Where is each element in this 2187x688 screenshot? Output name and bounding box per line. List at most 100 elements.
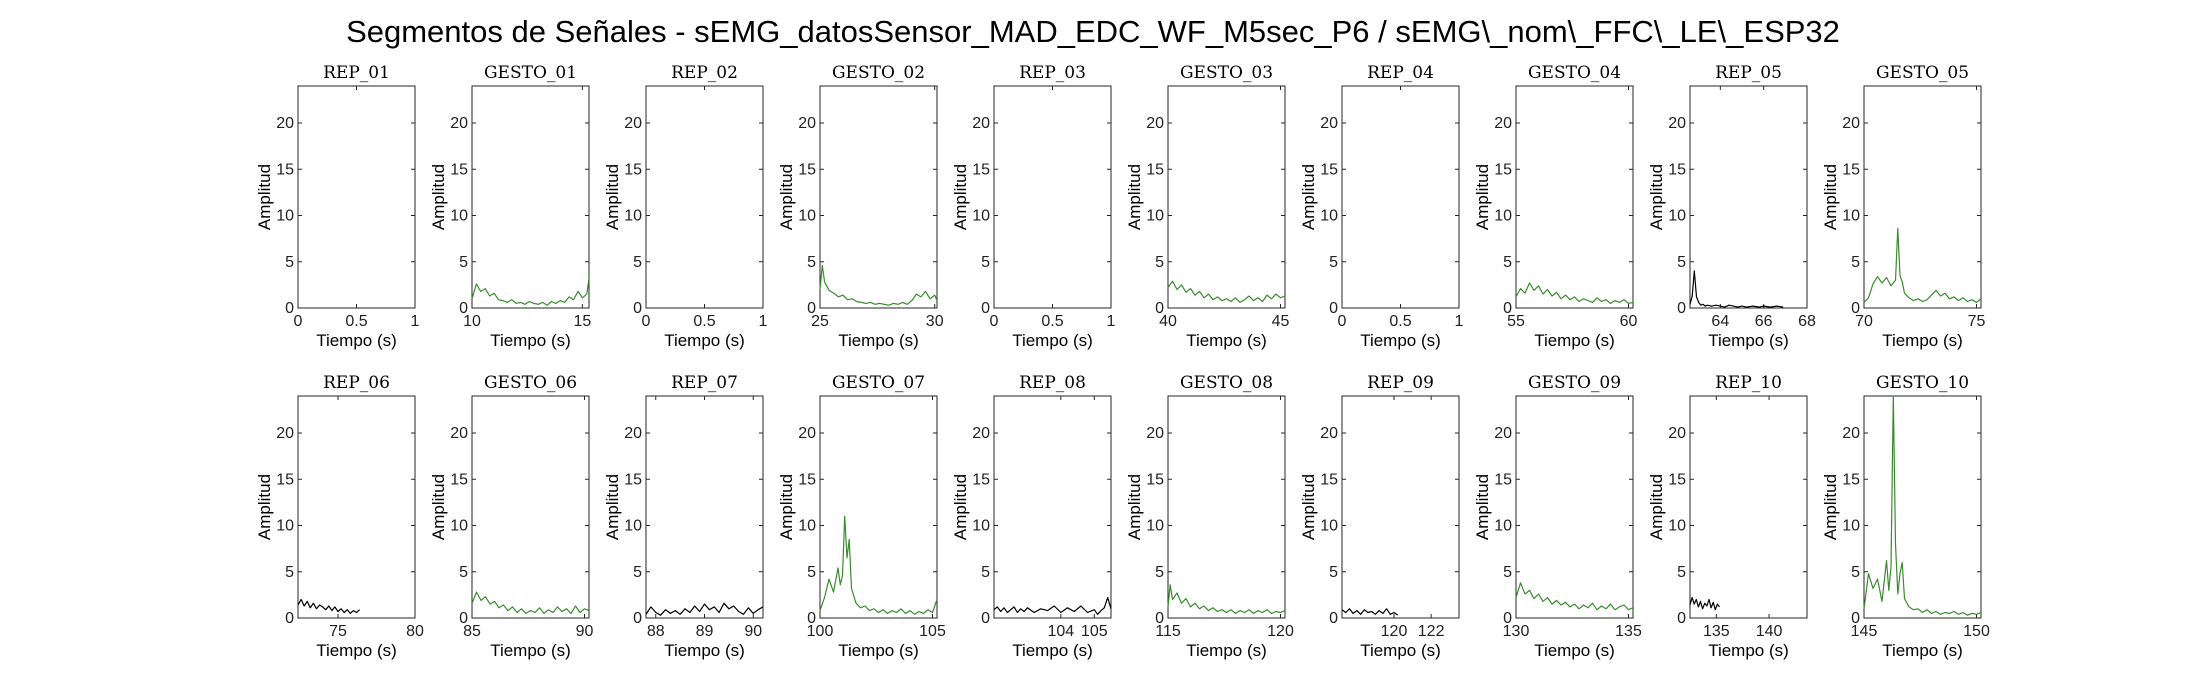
subplot-rep-04: REP_04 0 5 10 15 20 0 0.5 1 Tiempo (s) Amplitud — [1299, 63, 1464, 350]
x-axis-label: Tiempo (s) — [1012, 331, 1093, 350]
y-tick-label: 20 — [450, 115, 468, 132]
y-tick-label: 0 — [807, 610, 816, 627]
subplot-title: GESTO_06 — [484, 373, 577, 393]
subplot-rep-06: REP_06 0 5 10 15 20 75 80 Tiempo (s) Amplitud — [255, 373, 424, 660]
axes-frame — [1689, 85, 1808, 309]
y-tick-label: 0 — [1503, 610, 1512, 627]
axes-frame — [993, 85, 1112, 309]
y-tick-label: 20 — [798, 425, 816, 442]
y-tick-label: 5 — [1329, 254, 1338, 271]
y-tick-label: 20 — [1842, 115, 1860, 132]
x-tick-label: 1 — [759, 313, 768, 330]
y-tick-label: 5 — [981, 564, 990, 581]
subplot-title: GESTO_10 — [1876, 373, 1969, 393]
y-tick-label: 0 — [1851, 300, 1860, 317]
y-axis-label: Amplitud — [1473, 474, 1492, 540]
x-tick-label: 45 — [1272, 313, 1290, 330]
y-tick-label: 20 — [1146, 425, 1164, 442]
y-tick-label: 20 — [1668, 115, 1686, 132]
y-tick-label: 5 — [285, 254, 294, 271]
x-tick-label: 90 — [744, 623, 762, 640]
subplot-gesto-05: GESTO_05 0 5 10 15 20 70 75 Tiempo (s) Amplitud — [1821, 63, 1986, 350]
figure-title: Segmentos de Señales - sEMG_datosSensor_… — [346, 14, 1840, 49]
y-tick-label: 10 — [450, 208, 468, 225]
x-tick-label: 80 — [406, 623, 424, 640]
y-tick-label: 20 — [1320, 425, 1338, 442]
y-tick-label: 20 — [972, 115, 990, 132]
axes-frame — [1341, 395, 1460, 619]
y-tick-label: 10 — [798, 518, 816, 535]
y-tick-label: 10 — [1146, 518, 1164, 535]
y-tick-label: 0 — [633, 610, 642, 627]
y-tick-label: 10 — [1494, 208, 1512, 225]
x-tick-label: 90 — [576, 623, 594, 640]
x-tick-label: 64 — [1711, 313, 1729, 330]
axes-frame — [1167, 395, 1286, 619]
x-tick-label: 130 — [1503, 623, 1530, 640]
x-tick-label: 0.5 — [1041, 313, 1063, 330]
subplot-title: REP_01 — [323, 63, 390, 83]
signal-line-gesto — [1515, 582, 1634, 611]
x-tick-label: 1 — [1107, 313, 1116, 330]
subplot-gesto-03: GESTO_03 0 5 10 15 20 40 45 Tiempo (s) Amplitud — [1125, 63, 1290, 350]
y-tick-label: 0 — [285, 300, 294, 317]
x-tick-label: 135 — [1703, 623, 1730, 640]
y-tick-label: 15 — [1842, 161, 1860, 178]
y-tick-label: 5 — [1677, 564, 1686, 581]
y-tick-label: 15 — [624, 471, 642, 488]
subplot-title: REP_05 — [1715, 63, 1782, 83]
axes-frame — [819, 395, 938, 619]
y-tick-label: 5 — [1677, 254, 1686, 271]
subplot-gesto-06: GESTO_06 0 5 10 15 20 85 90 Tiempo (s) Amplitud — [429, 373, 594, 660]
x-axis-label: Tiempo (s) — [1360, 641, 1441, 660]
y-tick-label: 0 — [1329, 610, 1338, 627]
y-tick-label: 10 — [798, 208, 816, 225]
y-tick-label: 0 — [1155, 300, 1164, 317]
y-tick-label: 0 — [1851, 610, 1860, 627]
axes-frame — [471, 395, 590, 619]
x-tick-label: 100 — [807, 623, 834, 640]
y-axis-label: Amplitud — [429, 164, 448, 230]
y-tick-label: 15 — [1494, 471, 1512, 488]
x-tick-label: 10 — [463, 313, 481, 330]
y-tick-label: 15 — [1668, 161, 1686, 178]
y-axis-label: Amplitud — [777, 164, 796, 230]
subplot-title: GESTO_04 — [1528, 63, 1621, 83]
y-tick-label: 5 — [807, 254, 816, 271]
signal-line-gesto — [1167, 584, 1286, 615]
y-tick-label: 0 — [1677, 300, 1686, 317]
y-tick-label: 10 — [276, 518, 294, 535]
x-tick-label: 105 — [919, 623, 946, 640]
y-tick-label: 5 — [1851, 254, 1860, 271]
x-tick-label: 0 — [294, 313, 303, 330]
y-tick-label: 20 — [1494, 115, 1512, 132]
axes-frame — [1689, 395, 1808, 619]
y-tick-label: 20 — [624, 115, 642, 132]
subplot-title: GESTO_01 — [484, 63, 577, 83]
y-tick-label: 15 — [1842, 471, 1860, 488]
y-tick-label: 10 — [1320, 518, 1338, 535]
x-axis-label: Tiempo (s) — [1882, 641, 1963, 660]
y-tick-label: 20 — [1494, 425, 1512, 442]
x-tick-label: 120 — [1381, 623, 1408, 640]
y-tick-label: 15 — [450, 161, 468, 178]
signal-line-gesto — [1167, 280, 1286, 303]
subplot-rep-05: REP_05 0 5 10 15 20 64 66 68 Tiempo (s) Amplitud — [1647, 63, 1816, 350]
y-tick-label: 15 — [1320, 161, 1338, 178]
y-tick-label: 0 — [1329, 300, 1338, 317]
y-tick-label: 10 — [972, 208, 990, 225]
y-tick-label: 5 — [459, 564, 468, 581]
y-tick-label: 10 — [972, 518, 990, 535]
x-tick-label: 1 — [1455, 313, 1464, 330]
subplot-title: GESTO_07 — [832, 373, 925, 393]
y-tick-label: 5 — [1155, 564, 1164, 581]
subplot-title: REP_09 — [1367, 373, 1434, 393]
y-tick-label: 15 — [276, 161, 294, 178]
y-axis-label: Amplitud — [603, 164, 622, 230]
y-tick-label: 10 — [1842, 208, 1860, 225]
y-tick-label: 10 — [624, 518, 642, 535]
